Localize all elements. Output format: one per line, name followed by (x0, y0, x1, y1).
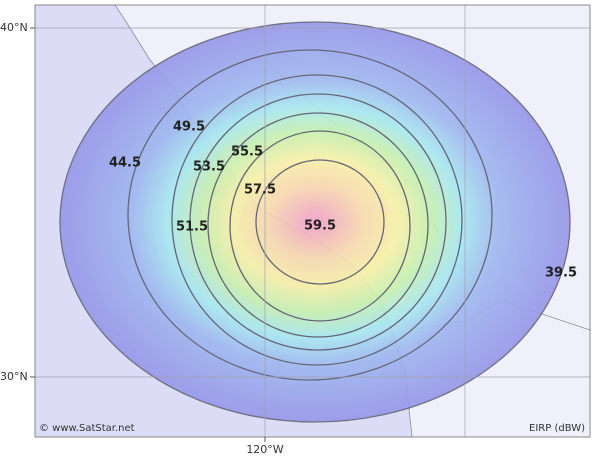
legend: EIRP (dBW) (529, 423, 585, 434)
contour-label: 51.5 (176, 220, 208, 235)
contour-label: 55.5 (231, 145, 263, 160)
contour (255, 159, 385, 285)
contour-label: 59.5 (304, 219, 336, 234)
beam-footprint (59, 21, 571, 423)
lon-label: 120°W (246, 443, 283, 456)
contour-label: 53.5 (193, 160, 225, 175)
contour (189, 93, 447, 351)
contour-label: 57.5 (244, 183, 276, 198)
contour (207, 112, 429, 338)
contour (171, 74, 463, 366)
lat-label: 30°N (0, 370, 28, 383)
credit: © www.SatStar.net (39, 423, 135, 434)
frame (34, 4, 591, 438)
contour-label: 44.5 (109, 156, 141, 171)
contour (229, 130, 411, 322)
contour-label: 49.5 (173, 120, 205, 135)
contour-label: 39.5 (545, 266, 577, 281)
lat-label: 40°N (0, 21, 28, 34)
contour (127, 49, 493, 381)
map-area: 59.5 57.5 55.5 53.5 51.5 49.5 44.5 39.5 … (35, 5, 590, 437)
